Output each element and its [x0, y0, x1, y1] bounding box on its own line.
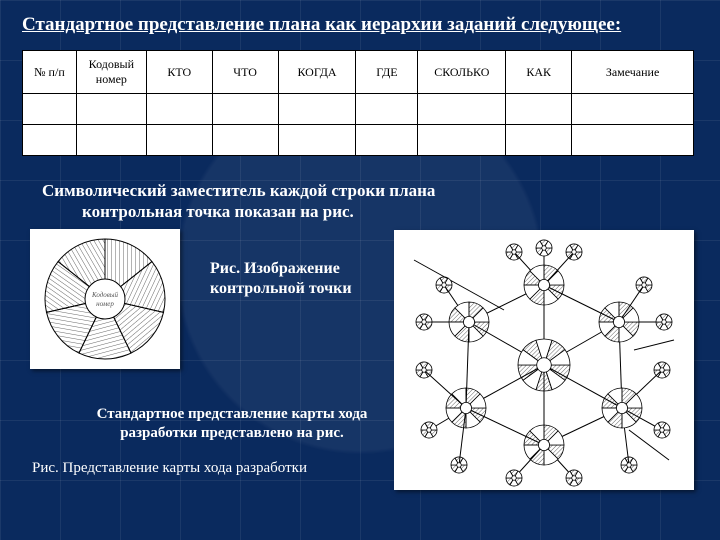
- table-cell: [572, 94, 694, 125]
- table-header-cell: СКОЛЬКО: [418, 51, 506, 94]
- table-cell: [76, 94, 146, 125]
- subtitle-line2: контрольная точка показан на рис.: [42, 201, 698, 222]
- caption2-line1: Стандартное представление карты хода: [97, 406, 368, 422]
- svg-text:Кодовый: Кодовый: [91, 291, 119, 299]
- table-header-cell: ГДЕ: [356, 51, 418, 94]
- table-cell: [356, 94, 418, 125]
- svg-text:номер: номер: [96, 300, 114, 308]
- caption1-line1: Рис. Изображение: [210, 260, 340, 277]
- table-cell: [212, 94, 278, 125]
- network-figure: [394, 230, 694, 490]
- subtitle: Символический заместитель каждой строки …: [42, 180, 698, 223]
- table-cell: [356, 125, 418, 156]
- table-cell: [76, 125, 146, 156]
- caption-pie: Рис. Изображение контрольной точки: [210, 259, 352, 301]
- caption1-line2: контрольной точки: [210, 280, 352, 297]
- table-header-row: № п/пКодовый номерКТОЧТОКОГДАГДЕСКОЛЬКОК…: [23, 51, 694, 94]
- table-cell: [418, 125, 506, 156]
- pie-figure: Кодовыйномер: [30, 229, 180, 369]
- table-cell: [572, 125, 694, 156]
- table-row: [23, 125, 694, 156]
- table-header-cell: КАК: [506, 51, 572, 94]
- table-cell: [23, 125, 77, 156]
- caption2-line2: разработки представлено на рис.: [120, 425, 344, 441]
- table-cell: [418, 94, 506, 125]
- network-svg: [394, 230, 694, 490]
- plan-table: № п/пКодовый номерКТОЧТОКОГДАГДЕСКОЛЬКОК…: [22, 50, 694, 156]
- table-cell: [278, 125, 356, 156]
- table-header-cell: № п/п: [23, 51, 77, 94]
- table-cell: [506, 94, 572, 125]
- pie-svg: Кодовыйномер: [35, 234, 175, 364]
- table-header-cell: КТО: [146, 51, 212, 94]
- table-header-cell: КОГДА: [278, 51, 356, 94]
- table-cell: [146, 94, 212, 125]
- table-header-cell: Кодовый номер: [76, 51, 146, 94]
- caption-network-top: Стандартное представление карты хода раз…: [52, 405, 412, 444]
- subtitle-line1: Символический заместитель каждой строки …: [42, 181, 435, 200]
- slide-title: Стандартное представление плана как иера…: [22, 14, 698, 36]
- table-cell: [212, 125, 278, 156]
- table-header-cell: Замечание: [572, 51, 694, 94]
- slide-root: Стандартное представление плана как иера…: [0, 0, 720, 540]
- table-cell: [278, 94, 356, 125]
- table-cell: [23, 94, 77, 125]
- table-header-cell: ЧТО: [212, 51, 278, 94]
- table-row: [23, 94, 694, 125]
- table-cell: [146, 125, 212, 156]
- table-cell: [506, 125, 572, 156]
